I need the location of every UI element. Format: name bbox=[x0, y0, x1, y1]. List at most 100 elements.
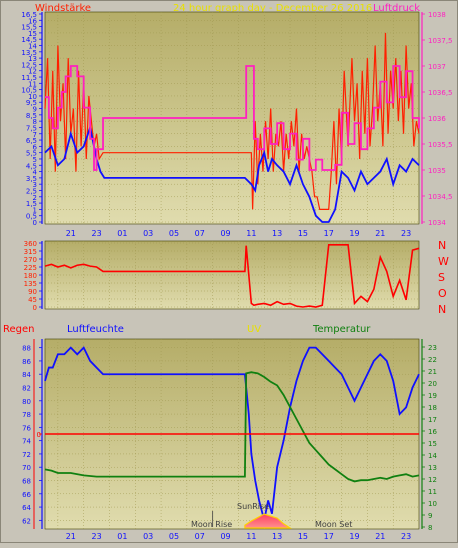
wind-axis-tick-label: 14,5 bbox=[21, 36, 37, 44]
time-tick-label: 15 bbox=[298, 532, 308, 541]
time-tick-label: 21 bbox=[66, 532, 76, 541]
humidity-axis-tick-label: 70 bbox=[22, 464, 31, 472]
time-tick-label: 17 bbox=[324, 532, 334, 541]
wind-axis-tick-label: 9 bbox=[33, 106, 37, 114]
humidity-axis-tick-label: 80 bbox=[22, 398, 31, 406]
time-tick-label: 05 bbox=[169, 229, 179, 238]
time-tick-label: 01 bbox=[117, 229, 127, 238]
temperature-axis-tick-label: 21 bbox=[428, 368, 437, 376]
wind-axis-tick-label: 11 bbox=[28, 80, 37, 88]
bottom-time-axis: 21 23 01 03 05 07 09 11 13 15 17 19 21 23 bbox=[66, 532, 411, 541]
time-tick-label: 17 bbox=[324, 229, 334, 238]
temperature-axis-tick-label: 15 bbox=[428, 440, 437, 448]
humidity-temperature-series bbox=[44, 346, 420, 529]
rain-axis-tick-label: 0 bbox=[37, 431, 41, 439]
time-tick-label: 13 bbox=[272, 532, 282, 541]
direction-series bbox=[44, 243, 420, 308]
time-tick-label: 15 bbox=[298, 229, 308, 238]
temperature-axis-tick-label: 12 bbox=[428, 476, 437, 484]
sunrise-label: SunRise bbox=[237, 502, 269, 511]
time-tick-label: 11 bbox=[246, 532, 256, 541]
humidity-axis-tick-label: 82 bbox=[22, 385, 31, 393]
wind-axis-tick-label: 3 bbox=[33, 181, 37, 189]
time-tick-label: 21 bbox=[66, 229, 76, 238]
temperature-axis-tick-label: 8 bbox=[428, 524, 432, 532]
uv-series-area bbox=[244, 513, 293, 529]
pressure-series-line bbox=[45, 65, 420, 171]
temperature-axis-tick-label: 13 bbox=[428, 464, 437, 472]
time-tick-label: 13 bbox=[272, 229, 282, 238]
time-tick-label: 23 bbox=[401, 229, 411, 238]
temperature-axis-tick-label: 16 bbox=[428, 428, 437, 436]
temperature-axis-tick-label: 23 bbox=[428, 344, 437, 352]
temperature-axis-tick-label: 11 bbox=[428, 488, 437, 496]
direction-axis-tick-label: 225 bbox=[24, 264, 37, 272]
wind-axis-tick-label: 13,5 bbox=[21, 49, 37, 57]
compass-label: W bbox=[438, 255, 449, 268]
humidity-axis-tick-label: 84 bbox=[22, 371, 31, 379]
pressure-axis-tick-label: 1036 bbox=[428, 115, 446, 123]
wind-axis-tick-label: 15 bbox=[28, 30, 37, 38]
time-tick-label: 07 bbox=[195, 229, 205, 238]
time-tick-label: 23 bbox=[401, 532, 411, 541]
wind-axis-tick-label: 12,5 bbox=[21, 61, 37, 69]
moonset-label: Moon Set bbox=[315, 520, 352, 529]
pressure-axis-tick-label: 1034,5 bbox=[428, 193, 453, 201]
chart-title: 24 hour graph day - December 26 2016 bbox=[173, 3, 372, 14]
humidity-axis-tick-label: 72 bbox=[22, 451, 31, 459]
humidity-axis-tick-label: 74 bbox=[22, 438, 31, 446]
wind-axis-tick-label: 9,5 bbox=[26, 99, 37, 107]
wind-direction-series-line bbox=[44, 243, 420, 308]
wind-axis-tick-label: 5,5 bbox=[26, 150, 37, 158]
temperature-axis-tick-label: 9 bbox=[428, 512, 432, 520]
wind-axis-tick-label: 1,5 bbox=[26, 200, 37, 208]
pressure-axis-tick-label: 1035 bbox=[428, 167, 446, 175]
wind-axis-tick-label: 13 bbox=[28, 55, 37, 63]
temperature-axis-tick-label: 19 bbox=[428, 392, 437, 400]
time-tick-label: 03 bbox=[143, 532, 153, 541]
compass-label: N bbox=[438, 239, 446, 252]
wind-axis-tick-label: 3,5 bbox=[26, 175, 37, 183]
time-tick-label: 21 bbox=[375, 229, 385, 238]
wind-axis-tick-label: 14 bbox=[28, 43, 37, 51]
direction-axis-tick-label: 45 bbox=[28, 296, 37, 304]
wind-axis-tick-label: 4,5 bbox=[26, 162, 37, 170]
wind-axis-tick-label: 2,5 bbox=[26, 187, 37, 195]
wind-axis-tick-label: 16 bbox=[28, 17, 37, 25]
time-tick-label: 09 bbox=[220, 229, 230, 238]
time-tick-label: 21 bbox=[375, 532, 385, 541]
pressure-axis-tick-label: 1038 bbox=[428, 11, 446, 19]
wind-axis-tick-label: 10 bbox=[28, 93, 37, 101]
wind-axis-tick-label: 0,5 bbox=[26, 213, 37, 221]
compass-label: O bbox=[438, 287, 447, 300]
direction-grid bbox=[45, 241, 419, 309]
wind-axis-tick-label: 16,5 bbox=[21, 11, 37, 19]
wind-axis-tick-label: 1 bbox=[33, 206, 37, 214]
moonrise-label: Moon Rise bbox=[191, 520, 232, 529]
humidity-series-line bbox=[44, 346, 420, 521]
direction-axis-tick-label: 360 bbox=[24, 240, 37, 248]
rain-axis-title: Regen bbox=[3, 324, 35, 335]
time-tick-label: 23 bbox=[91, 229, 101, 238]
time-tick-label: 01 bbox=[117, 532, 127, 541]
wind-axis: 00,511,522,533,544,555,566,577,588,599,5… bbox=[21, 11, 43, 227]
wind-axis-tick-label: 5 bbox=[33, 156, 37, 164]
wind-axis-tick-label: 2 bbox=[33, 194, 37, 202]
temperature-axis-tick-label: 10 bbox=[428, 500, 437, 508]
time-tick-label: 07 bbox=[195, 532, 205, 541]
sun-moon-annotations: SunRise Moon Rise Moon Set bbox=[191, 502, 352, 529]
wind-axis-tick-label: 8 bbox=[33, 118, 37, 126]
humidity-axis-tick-label: 66 bbox=[22, 491, 31, 499]
temperature-series-line bbox=[44, 371, 420, 483]
temperature-axis: 8 9 10 11 12 13 14 15 16 17 18 19 20 21 22 23 bbox=[421, 339, 437, 532]
direction-axis-tick-label: 90 bbox=[28, 288, 37, 296]
compass-label: N bbox=[438, 303, 446, 316]
wind-axis-tick-label: 4 bbox=[33, 169, 38, 177]
humidity-axis: 62 64 66 68 70 72 74 76 78 80 82 84 86 88 0 bbox=[22, 339, 43, 529]
wind-axis-tick-label: 12 bbox=[28, 68, 37, 76]
pressure-axis-tick-label: 1036,5 bbox=[428, 89, 453, 97]
wind-axis-tick-label: 8,5 bbox=[26, 112, 37, 120]
direction-axis-tick-label: 0 bbox=[33, 304, 37, 312]
direction-axis-tick-label: 135 bbox=[24, 280, 37, 288]
